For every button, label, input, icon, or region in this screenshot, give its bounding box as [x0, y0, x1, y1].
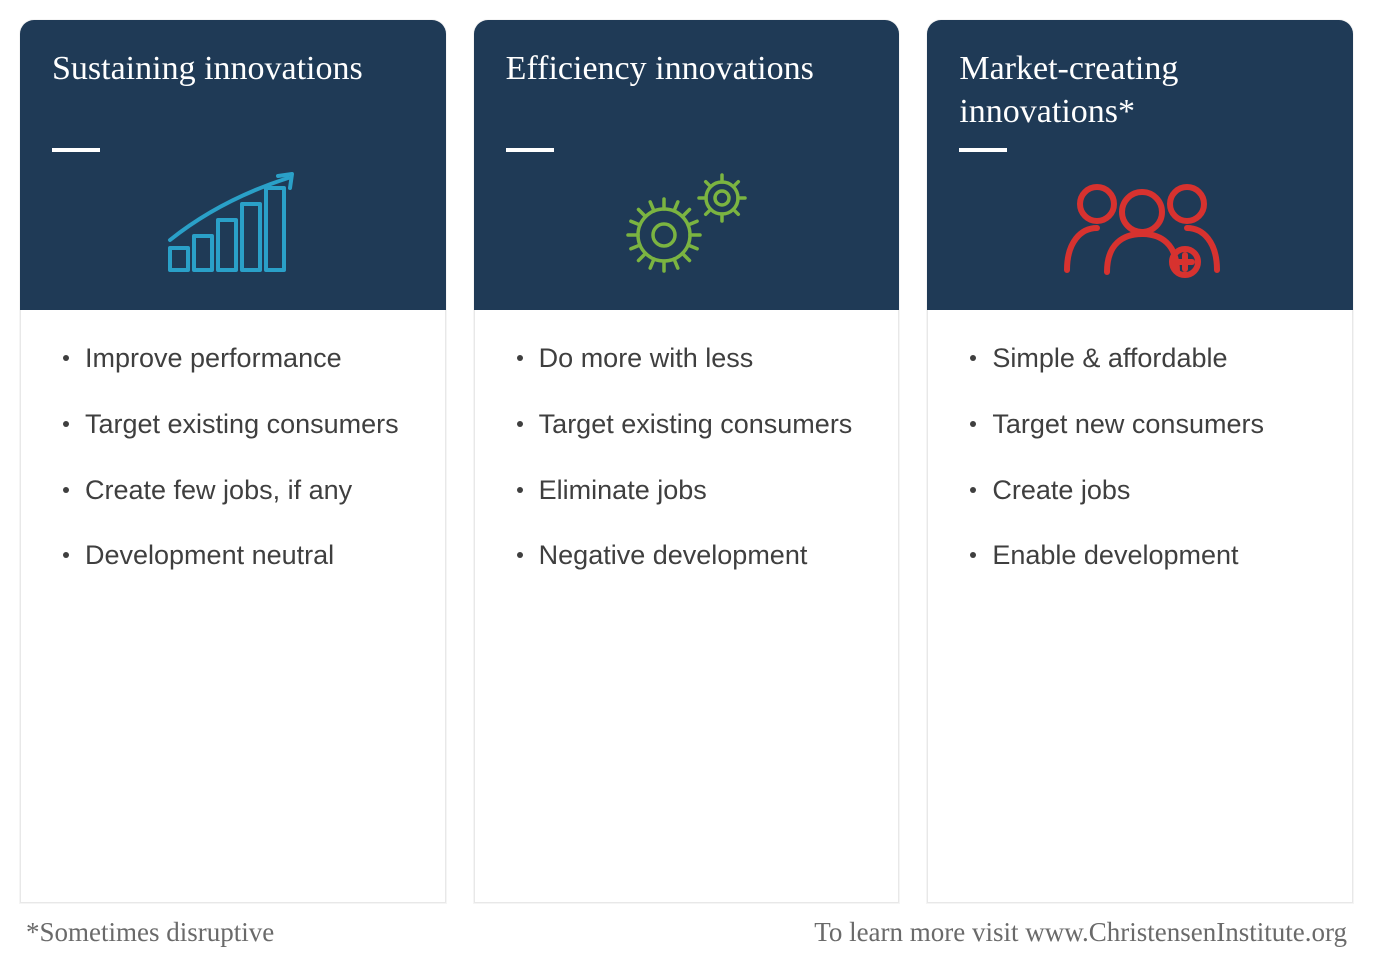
- attribution: To learn more visit www.ChristensenInsti…: [814, 917, 1347, 948]
- cards-row: Sustaining innovations: [20, 20, 1353, 903]
- bullet-list: Improve performance Target existing cons…: [63, 342, 415, 573]
- card-body: Improve performance Target existing cons…: [20, 310, 446, 903]
- bullet-list: Simple & affordable Target new consumers…: [970, 342, 1322, 573]
- list-item: Improve performance: [63, 342, 415, 376]
- list-item: Target existing consumers: [517, 408, 869, 442]
- title-underline: [959, 148, 1007, 152]
- card-body: Do more with less Target existing consum…: [474, 310, 900, 903]
- card-header: Market-creating innovations*: [927, 20, 1353, 310]
- card-header: Efficiency innovations: [474, 20, 900, 310]
- list-item: Enable development: [970, 539, 1322, 573]
- card-title: Sustaining innovations: [52, 48, 418, 134]
- infographic-container: Sustaining innovations: [0, 0, 1373, 960]
- title-underline: [52, 148, 100, 152]
- bullet-list: Do more with less Target existing consum…: [517, 342, 869, 573]
- list-item: Eliminate jobs: [517, 474, 869, 508]
- list-item: Target existing consumers: [63, 408, 415, 442]
- list-item: Target new consumers: [970, 408, 1322, 442]
- card-title: Market-creating innovations*: [959, 48, 1325, 134]
- card-sustaining: Sustaining innovations: [20, 20, 446, 903]
- card-efficiency: Efficiency innovations: [474, 20, 900, 903]
- list-item: Simple & affordable: [970, 342, 1322, 376]
- card-header: Sustaining innovations: [20, 20, 446, 310]
- list-item: Create jobs: [970, 474, 1322, 508]
- footnote: *Sometimes disruptive: [26, 917, 274, 948]
- list-item: Create few jobs, if any: [63, 474, 415, 508]
- card-body: Simple & affordable Target new consumers…: [927, 310, 1353, 903]
- gears-icon: [506, 170, 872, 285]
- list-item: Negative development: [517, 539, 869, 573]
- list-item: Development neutral: [63, 539, 415, 573]
- chart-icon: [52, 170, 418, 285]
- card-title: Efficiency innovations: [506, 48, 872, 134]
- footer: *Sometimes disruptive To learn more visi…: [20, 903, 1353, 950]
- title-underline: [506, 148, 554, 152]
- people-plus-icon: [959, 170, 1325, 285]
- list-item: Do more with less: [517, 342, 869, 376]
- card-market-creating: Market-creating innovations*: [927, 20, 1353, 903]
